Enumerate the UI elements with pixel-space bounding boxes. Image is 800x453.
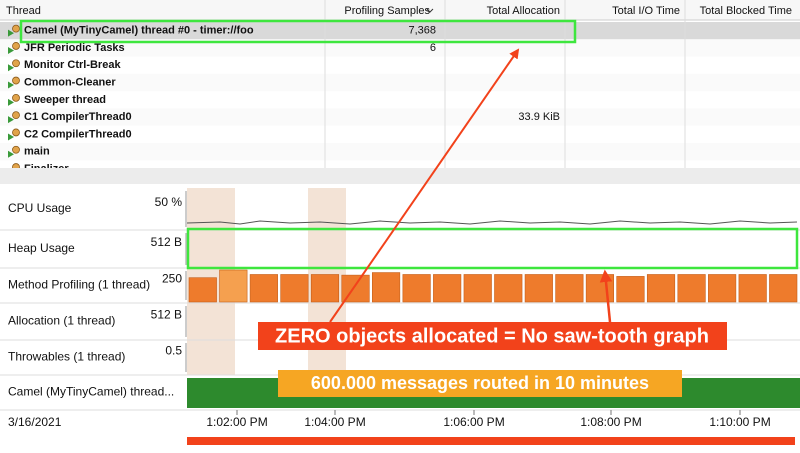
- table-header: [0, 0, 800, 20]
- column-header: Profiling Samples: [344, 5, 430, 17]
- sample-bar: [646, 274, 676, 303]
- table-row: [0, 160, 800, 168]
- column-header: Total Blocked Time: [700, 5, 792, 17]
- cell: 6: [430, 42, 436, 54]
- time-tick-label: 1:02:00 PM: [206, 415, 267, 429]
- sample-bar: [494, 274, 523, 303]
- table-row: [0, 91, 800, 109]
- row-label: Allocation (1 thread): [8, 314, 115, 328]
- sample-bar: [677, 274, 706, 303]
- thread-name: JFR Periodic Tasks: [24, 42, 125, 54]
- cell: 7,368: [408, 25, 436, 37]
- thread-icon: [12, 76, 20, 85]
- thread-icon: [8, 64, 14, 72]
- arrow: [329, 48, 520, 323]
- time-tick-label: 1:06:00 PM: [443, 415, 504, 429]
- sample-bar: [555, 274, 584, 303]
- thread-name: Monitor Ctrl-Break: [24, 59, 121, 71]
- cell: 33.9 KiB: [518, 111, 560, 123]
- arrow: [599, 269, 613, 323]
- annotation: ZERO objects allocated = No saw-tooth gr…: [275, 325, 709, 347]
- column-header: Thread: [6, 5, 41, 17]
- thread-name: Finalizer: [24, 163, 69, 175]
- time-tick-label: 1:04:00 PM: [304, 415, 365, 429]
- row-scale: 0.5: [165, 344, 182, 358]
- sample-bar: [616, 276, 645, 303]
- thread-name: main: [24, 146, 50, 158]
- thread-icon: [8, 29, 14, 37]
- thread-name: C2 CompilerThread0: [24, 128, 132, 140]
- row-label: Heap Usage: [8, 241, 75, 255]
- table-row: [0, 56, 800, 74]
- thread-icon: [8, 133, 14, 141]
- row-scale: 512 B: [151, 308, 182, 322]
- thread-icon: [12, 128, 20, 137]
- thread-icon: [8, 98, 14, 106]
- sample-bar: [310, 274, 340, 303]
- thread-icon: [8, 81, 14, 89]
- table-row: [0, 125, 800, 144]
- thread-name: Camel (MyTinyCamel) thread #0 - timer://…: [24, 25, 254, 37]
- thread-icon: [12, 163, 20, 168]
- thread-name: C1 CompilerThread0: [24, 111, 132, 123]
- table-row: [0, 108, 800, 126]
- thread-name: Common-Cleaner: [24, 76, 116, 88]
- thread-icon: [12, 145, 20, 154]
- table-row: [0, 39, 800, 57]
- time-tick-label: 1:10:00 PM: [709, 415, 770, 429]
- column-header: Total Allocation: [487, 5, 560, 17]
- sample-bar: [219, 269, 248, 303]
- thread-name: Sweeper thread: [24, 94, 106, 106]
- sample-bar: [463, 274, 492, 303]
- sample-bar: [402, 274, 431, 303]
- thread-icon: [12, 24, 20, 33]
- row-scale: 50 %: [155, 195, 183, 209]
- sample-bar: [524, 274, 553, 303]
- thread-icon: [12, 93, 20, 102]
- thread-icon: [8, 116, 14, 124]
- row-scale: 250: [162, 272, 182, 286]
- thread-icon: [8, 150, 14, 158]
- sample-bar: [280, 274, 309, 303]
- thread-icon: [12, 111, 20, 120]
- row-scale: 512 B: [151, 235, 182, 249]
- sample-bar: [371, 272, 401, 303]
- date-label: 3/16/2021: [8, 415, 62, 429]
- sort-indicator: [426, 8, 434, 13]
- sample-bar: [738, 274, 767, 303]
- sample-bar: [769, 274, 798, 303]
- annotation-box: [258, 322, 727, 350]
- thread-icon: [12, 59, 20, 68]
- sample-bar: [249, 274, 278, 303]
- thread-table: Thread Profiling Samples Total Allocation T…: [0, 0, 800, 175]
- selected-row: [0, 22, 800, 40]
- sample-bar: [585, 274, 615, 303]
- column-header: Total I/O Time: [612, 5, 680, 17]
- table-row: [0, 143, 800, 161]
- splitter: [0, 168, 800, 184]
- thread-icon: [12, 42, 20, 50]
- row-label: Method Profiling (1 thread): [8, 278, 150, 292]
- row-label: CPU Usage: [8, 201, 72, 215]
- sample-bar: [188, 277, 217, 303]
- sample-bar: [708, 274, 737, 303]
- row-label: Camel (MyTinyCamel) thread...: [8, 385, 174, 399]
- sample-bar: [433, 274, 462, 303]
- time-tick-label: 1:08:00 PM: [580, 415, 641, 429]
- thread-icon: [8, 46, 14, 54]
- highlight-box: [19, 19, 577, 44]
- annotation: 600.000 messages routed in 10 minutes: [311, 373, 649, 393]
- row-label: Throwables (1 thread): [8, 350, 125, 364]
- range-bar: [187, 437, 795, 445]
- table-row: [0, 73, 800, 92]
- annotation-box: [278, 370, 682, 397]
- highlight-box: [186, 227, 799, 270]
- cpu-trace: [186, 220, 798, 225]
